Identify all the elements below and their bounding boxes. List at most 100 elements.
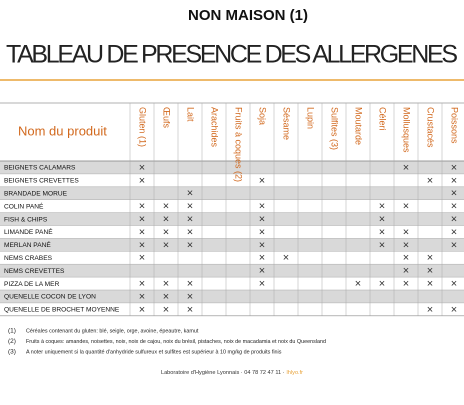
allergen-mark: × (403, 239, 409, 251)
allergen-mark: × (427, 304, 433, 316)
footer-link[interactable]: lhlyo.fr (287, 370, 304, 376)
allergen-mark: × (427, 252, 433, 264)
allergen-mark: × (163, 239, 169, 251)
allergen-mark: × (163, 291, 169, 303)
allergen-mark: × (451, 162, 457, 174)
row-shade (0, 238, 464, 252)
row-shade (0, 290, 464, 303)
allergen-mark: × (259, 265, 265, 277)
product-name: COLIN PANÉ (4, 201, 44, 210)
note-ref: (2) (8, 338, 16, 345)
allergen-mark: × (451, 175, 457, 187)
allergen-mark: × (259, 213, 265, 225)
product-name: MERLAN PANÉ (4, 240, 51, 249)
note-text: Céréales contenant du gluten: blé, seigl… (26, 328, 199, 334)
column-header: Soja (258, 107, 268, 125)
allergen-mark: × (259, 252, 265, 264)
product-name: BEIGNETS CALAMARS (4, 165, 76, 172)
allergen-mark: × (187, 226, 193, 238)
allergen-mark: × (139, 213, 145, 225)
product-name: LIMANDE PANÉ (4, 227, 53, 236)
product-name: BRANDADE MORUE (4, 191, 68, 198)
column-header: Lait (186, 107, 196, 122)
allergen-mark: × (427, 175, 433, 187)
product-name: NEMS CRABES (4, 255, 53, 262)
allergen-mark: × (187, 304, 193, 316)
allergen-mark: × (403, 278, 409, 290)
allergen-mark: × (187, 239, 193, 251)
product-name: QUENELLE DE BROCHET MOYENNE (4, 307, 120, 314)
product-name: BEIGNETS CREVETTES (4, 178, 79, 185)
allergen-mark: × (187, 188, 193, 200)
allergen-mark: × (259, 278, 265, 290)
note-text: A noter uniquement si la quantité d'anhy… (26, 349, 282, 355)
allergen-mark: × (379, 278, 385, 290)
allergen-mark: × (139, 291, 145, 303)
name-header: Nom du produit (18, 123, 107, 138)
row-shade (0, 161, 464, 174)
allergen-mark: × (451, 239, 457, 251)
column-header: Sésame (282, 107, 292, 140)
allergen-mark: × (139, 239, 145, 251)
allergen-mark: × (451, 188, 457, 200)
column-header: Lupin (306, 107, 316, 129)
allergen-mark: × (403, 265, 409, 277)
allergen-mark: × (451, 278, 457, 290)
allergen-mark: × (355, 278, 361, 290)
allergen-mark: × (187, 201, 193, 213)
column-header: Moutarde (354, 107, 364, 145)
allergen-mark: × (163, 226, 169, 238)
allergen-mark: × (139, 162, 145, 174)
allergen-mark: × (403, 226, 409, 238)
product-name: FISH & CHIPS (4, 216, 48, 223)
allergen-mark: × (403, 201, 409, 213)
column-header: Fruits à coques (2) (234, 107, 244, 182)
row-shade (0, 186, 464, 200)
allergen-mark: × (187, 278, 193, 290)
allergen-mark: × (163, 213, 169, 225)
allergen-mark: × (283, 252, 289, 264)
note-text: Fruits à coques: amandes, noisettes, noi… (26, 339, 326, 345)
allergen-mark: × (451, 201, 457, 213)
column-header: Œufs (162, 107, 172, 129)
allergen-mark: × (379, 201, 385, 213)
allergen-mark: × (451, 304, 457, 316)
allergen-mark: × (403, 252, 409, 264)
column-header: Mollusques (402, 107, 412, 153)
allergen-mark: × (379, 226, 385, 238)
column-header: Poissons (450, 107, 460, 144)
allergen-mark: × (139, 201, 145, 213)
column-header: Arachides (210, 107, 220, 148)
note-ref: (3) (8, 349, 16, 356)
allergen-mark: × (187, 291, 193, 303)
allergen-mark: × (139, 226, 145, 238)
title: TABLEAU DE PRESENCE DES ALLERGENES (6, 41, 458, 69)
allergen-mark: × (139, 304, 145, 316)
footer-text: Laboratoire d'Hygiène Lyonnais · 04 78 7… (161, 370, 285, 376)
allergen-mark: × (427, 278, 433, 290)
footer: Laboratoire d'Hygiène Lyonnais · 04 78 7… (161, 370, 303, 376)
column-header: Crustacés (426, 107, 436, 148)
row-shade (0, 212, 464, 226)
allergen-mark: × (259, 175, 265, 187)
allergen-mark: × (163, 201, 169, 213)
allergen-mark: × (139, 252, 145, 264)
product-name: PIZZA DE LA MER (4, 281, 60, 288)
allergen-mark: × (163, 304, 169, 316)
row-shade (0, 264, 464, 278)
allergen-mark: × (259, 201, 265, 213)
subtitle: NON MAISON (1) (188, 7, 308, 24)
product-name: QUENELLE COCON DE LYON (4, 294, 96, 301)
allergen-mark: × (451, 226, 457, 238)
column-header: Sulfites (3) (330, 107, 340, 150)
allergen-mark: × (403, 162, 409, 174)
allergen-mark: × (139, 278, 145, 290)
column-header: Céleri (378, 107, 388, 131)
allergen-mark: × (163, 278, 169, 290)
column-header: Gluten (1) (138, 107, 148, 147)
allergen-mark: × (259, 226, 265, 238)
note-ref: (1) (8, 328, 16, 335)
allergen-mark: × (259, 239, 265, 251)
